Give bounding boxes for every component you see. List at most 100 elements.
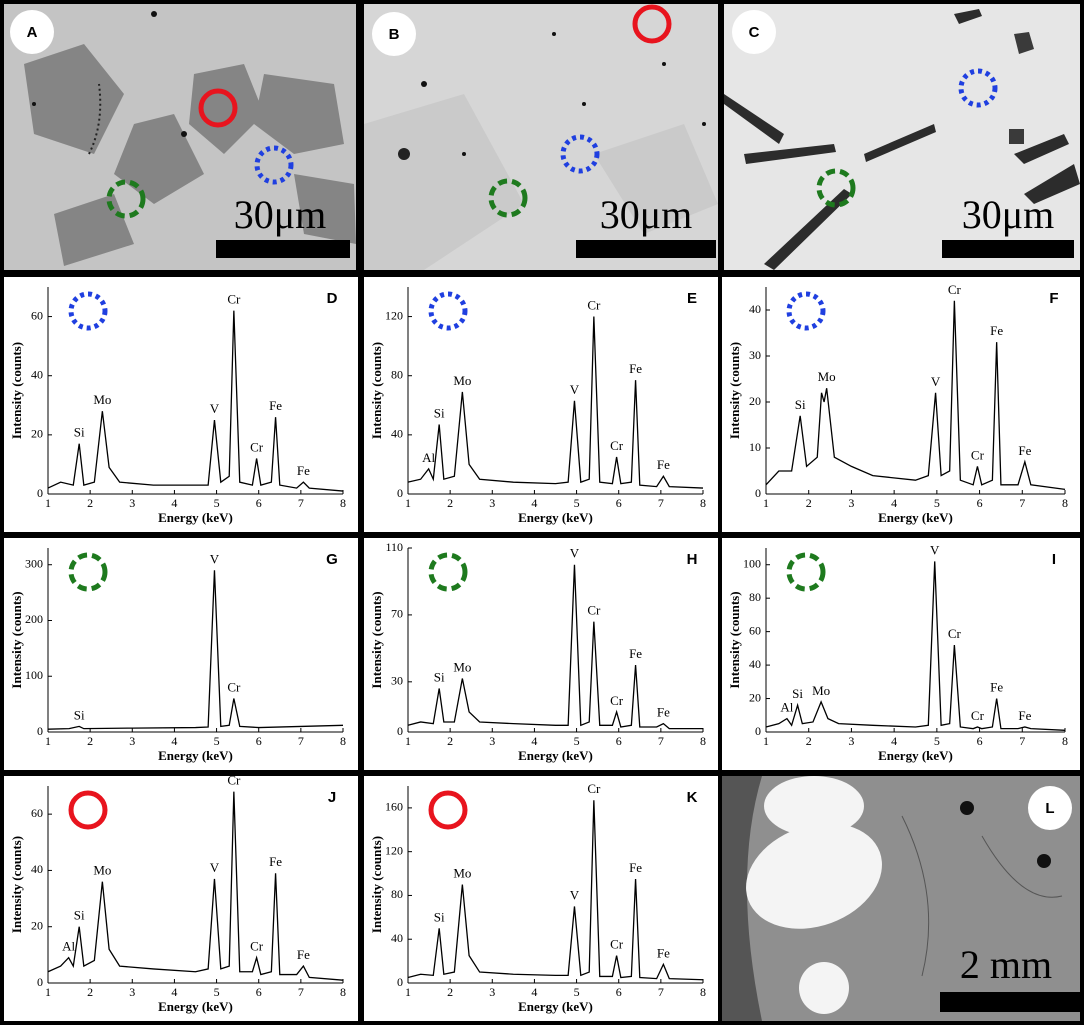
peak-label: Cr	[610, 693, 624, 708]
x-tick-label: 1	[763, 734, 769, 748]
region-symbol	[428, 552, 468, 592]
peak-label: Cr	[971, 447, 985, 462]
scale-bar-label: 30μm	[234, 192, 327, 237]
x-tick-label: 3	[129, 985, 135, 999]
x-tick-label: 3	[848, 496, 854, 510]
peak-label: Al	[422, 450, 435, 465]
y-tick-label: 20	[749, 690, 761, 704]
sem-image: B 30μm	[364, 4, 718, 270]
peak-label: Al	[780, 700, 793, 715]
y-axis-label: Intensity (counts)	[369, 342, 384, 439]
y-tick-label: 300	[25, 556, 43, 570]
image-panel: A 30μm	[4, 4, 356, 270]
x-axis-label: Energy (keV)	[518, 510, 593, 525]
peak-label: Cr	[948, 626, 962, 641]
y-tick-label: 0	[37, 975, 43, 989]
x-tick-label: 2	[447, 734, 453, 748]
x-tick-label: 8	[340, 985, 346, 999]
y-tick-label: 80	[391, 887, 403, 901]
y-tick-label: 0	[755, 486, 761, 500]
y-tick-label: 20	[31, 918, 43, 932]
region-symbol	[68, 790, 108, 830]
peak-label: Fe	[1018, 443, 1031, 458]
region-symbol	[68, 291, 108, 331]
chart: 1 2 3 4 5 6 7 8 0 20 40 60 Energy (keV) Intensity (co…	[9, 287, 346, 525]
x-tick-label: 7	[658, 734, 664, 748]
x-tick-label: 1	[45, 734, 51, 748]
peak-label: Fe	[657, 945, 670, 960]
x-tick-label: 4	[891, 734, 897, 748]
peak-label: V	[930, 542, 940, 557]
x-tick-label: 2	[87, 496, 93, 510]
peak-label: Fe	[990, 323, 1003, 338]
spectrum-line	[47, 570, 344, 730]
peak-label: V	[570, 382, 580, 397]
peak-label: V	[210, 860, 220, 875]
y-tick-label: 80	[391, 367, 403, 381]
x-tick-label: 4	[531, 734, 537, 748]
x-tick-label: 5	[214, 496, 220, 510]
peak-label: Mo	[453, 865, 471, 880]
chart-panel: 1 2 3 4 5 6 7 8 0 20 40 60 Energy (keV) Intensity (co…	[4, 277, 358, 532]
y-tick-label: 60	[749, 623, 761, 637]
peak-label: Mo	[453, 659, 471, 674]
peak-label: Cr	[227, 292, 241, 307]
x-tick-label: 4	[891, 496, 897, 510]
spectrum-line	[47, 791, 344, 981]
y-axis-label: Intensity (counts)	[9, 836, 24, 933]
y-tick-label: 160	[385, 800, 403, 814]
peak-label: Cr	[587, 781, 601, 796]
spectrum-line	[407, 564, 703, 730]
chart: 1 2 3 4 5 6 7 8 0 10 20 30 40 Energy (keV) Intensity (…	[727, 282, 1068, 525]
peak-label: Mo	[812, 683, 830, 698]
y-tick-label: 0	[397, 975, 403, 989]
scale-bar-label: 2 mm	[960, 942, 1052, 987]
region-symbol	[68, 552, 108, 592]
x-axis-label: Energy (keV)	[158, 510, 233, 525]
peak-label: V	[210, 401, 220, 416]
x-tick-label: 6	[256, 985, 262, 999]
x-tick-label: 7	[658, 985, 664, 999]
x-tick-label: 8	[340, 496, 346, 510]
x-axis-label: Energy (keV)	[878, 510, 953, 525]
peak-label: Fe	[297, 463, 310, 478]
chart: 1 2 3 4 5 6 7 8 0 30 70 110 Energy (keV) Intensity (c…	[369, 540, 706, 763]
y-tick-label: 100	[743, 556, 761, 570]
x-tick-label: 7	[658, 496, 664, 510]
x-tick-label: 4	[171, 734, 177, 748]
peak-label: V	[210, 551, 220, 566]
region-symbol	[786, 552, 826, 592]
peak-label: Cr	[250, 939, 264, 954]
x-tick-label: 3	[489, 985, 495, 999]
peak-label: Fe	[297, 947, 310, 962]
x-tick-label: 7	[1019, 734, 1025, 748]
peak-label: Cr	[971, 708, 985, 723]
panel-label: H	[687, 551, 698, 568]
region-symbol	[786, 291, 826, 331]
x-tick-label: 1	[45, 496, 51, 510]
x-tick-label: 4	[171, 985, 177, 999]
y-axis-label: Intensity (counts)	[9, 342, 24, 439]
x-tick-label: 4	[531, 496, 537, 510]
y-tick-label: 40	[749, 302, 761, 316]
peak-label: Fe	[629, 646, 642, 661]
y-tick-label: 30	[391, 674, 403, 688]
panel-label: E	[687, 290, 697, 307]
x-tick-label: 8	[700, 496, 706, 510]
peak-label: Fe	[657, 457, 670, 472]
y-tick-label: 40	[31, 862, 43, 876]
peak-label: Si	[792, 686, 803, 701]
peak-label: Fe	[657, 705, 670, 720]
x-tick-label: 5	[214, 985, 220, 999]
peak-label: Si	[74, 707, 85, 722]
peak-label: V	[570, 887, 580, 902]
image-panel: L 2 mm	[722, 776, 1080, 1021]
x-tick-label: 4	[171, 496, 177, 510]
y-tick-label: 40	[391, 427, 403, 441]
y-tick-label: 0	[397, 486, 403, 500]
region-symbol	[428, 291, 468, 331]
x-tick-label: 8	[1062, 496, 1068, 510]
peak-label: Fe	[990, 680, 1003, 695]
peak-label: Al	[62, 939, 75, 954]
x-tick-label: 6	[256, 496, 262, 510]
